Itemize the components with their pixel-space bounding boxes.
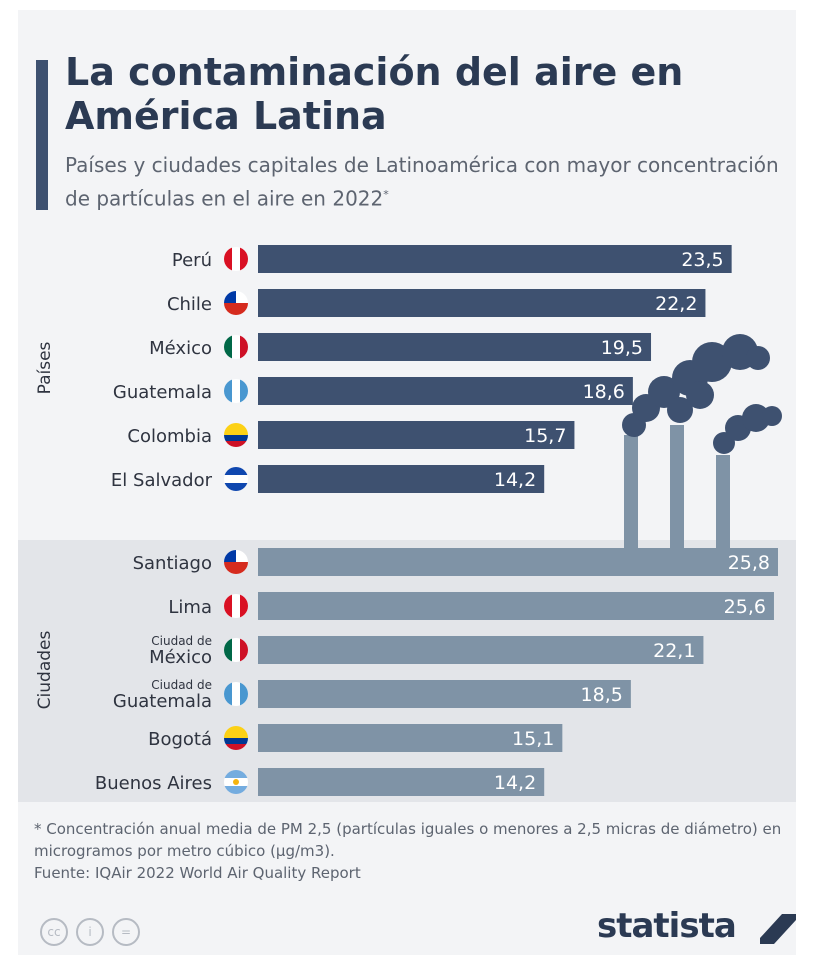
mexico-flag-icon — [224, 638, 248, 662]
no-derivatives-icon[interactable]: = — [112, 918, 140, 946]
smoke-clouds — [622, 334, 782, 454]
argentina-flag-icon — [224, 770, 248, 794]
bar-bogota — [258, 724, 563, 752]
data-label-chile: 22,2 — [655, 293, 697, 315]
category-label-ciudad-de-guatemala: Guatemala — [113, 691, 212, 712]
colombia-flag-icon — [224, 726, 248, 750]
category-label-bogota: Bogotá — [148, 729, 212, 750]
data-label-peru: 23,5 — [681, 249, 723, 271]
data-label-ciudad-de-guatemala: 18,5 — [581, 684, 623, 706]
el-salvador-flag-icon — [224, 467, 248, 491]
cc-icon[interactable]: cc — [40, 918, 68, 946]
chimney-left — [624, 435, 638, 550]
cities-section-band — [18, 540, 796, 802]
bar-peru — [258, 245, 732, 273]
attribution-icon[interactable]: i — [76, 918, 104, 946]
chile-flag-icon — [224, 291, 248, 315]
data-label-el-salvador: 14,2 — [494, 469, 536, 491]
bar-ciudad-de-mexico — [258, 636, 704, 664]
data-label-buenos-aires: 14,2 — [494, 772, 536, 794]
guatemala-flag-icon — [224, 682, 248, 706]
category-label-guatemala: Guatemala — [113, 382, 212, 403]
title-accent-bar — [36, 60, 48, 210]
category-label-santiago: Santiago — [133, 553, 212, 574]
chimney-middle — [670, 425, 684, 550]
bar-el-salvador — [258, 465, 545, 493]
bar-lima — [258, 592, 774, 620]
chile-flag-icon — [224, 550, 248, 574]
category-label-peru: Perú — [172, 250, 212, 271]
bar-chile — [258, 289, 706, 317]
data-label-ciudad-de-mexico: 22,1 — [653, 640, 695, 662]
subtitle-text: Países y ciudades capitales de Latinoamé… — [65, 153, 779, 211]
category-label-buenos-aires: Buenos Aires — [95, 773, 212, 794]
category-label-chile: Chile — [167, 294, 212, 315]
chimney-right — [716, 455, 730, 550]
bar-guatemala — [258, 377, 633, 405]
category-label-lima: Lima — [168, 597, 212, 618]
data-label-bogota: 15,1 — [512, 728, 554, 750]
bar-colombia — [258, 421, 575, 449]
guatemala-flag-icon — [224, 379, 248, 403]
statista-logo[interactable]: statista — [597, 906, 737, 946]
category-label-el-salvador: El Salvador — [111, 470, 213, 491]
statista-logo-mark-icon — [760, 914, 796, 944]
chart-subtitle: Países y ciudades capitales de Latinoamé… — [65, 150, 785, 214]
mexico-flag-icon — [224, 335, 248, 359]
category-label-colombia: Colombia — [127, 426, 212, 447]
bar-santiago — [258, 548, 778, 576]
category-label-ciudad-de-mexico-prefix: Ciudad de — [151, 634, 212, 648]
category-label-mexico: México — [149, 338, 212, 359]
subtitle-footnote-mark: * — [383, 188, 389, 201]
category-label-ciudad-de-mexico: México — [149, 647, 212, 668]
bar-ciudad-de-guatemala — [258, 680, 631, 708]
peru-flag-icon — [224, 247, 248, 271]
factory-chimneys-illustration — [622, 334, 782, 550]
footnote: * Concentración anual media de PM 2,5 (p… — [34, 820, 782, 860]
data-label-mexico: 19,5 — [601, 337, 643, 359]
data-label-lima: 25,6 — [724, 596, 766, 618]
data-label-colombia: 15,7 — [524, 425, 566, 447]
data-label-guatemala: 18,6 — [583, 381, 625, 403]
colombia-flag-icon — [224, 423, 248, 447]
category-label-ciudad-de-guatemala-prefix: Ciudad de — [151, 678, 212, 692]
bar-buenos-aires — [258, 768, 545, 796]
peru-flag-icon — [224, 594, 248, 618]
source-note: Fuente: IQAir 2022 World Air Quality Rep… — [34, 864, 361, 882]
bar-mexico — [258, 333, 652, 361]
data-label-santiago: 25,8 — [728, 552, 770, 574]
chart-title: La contaminación del aire en América Lat… — [65, 50, 684, 138]
